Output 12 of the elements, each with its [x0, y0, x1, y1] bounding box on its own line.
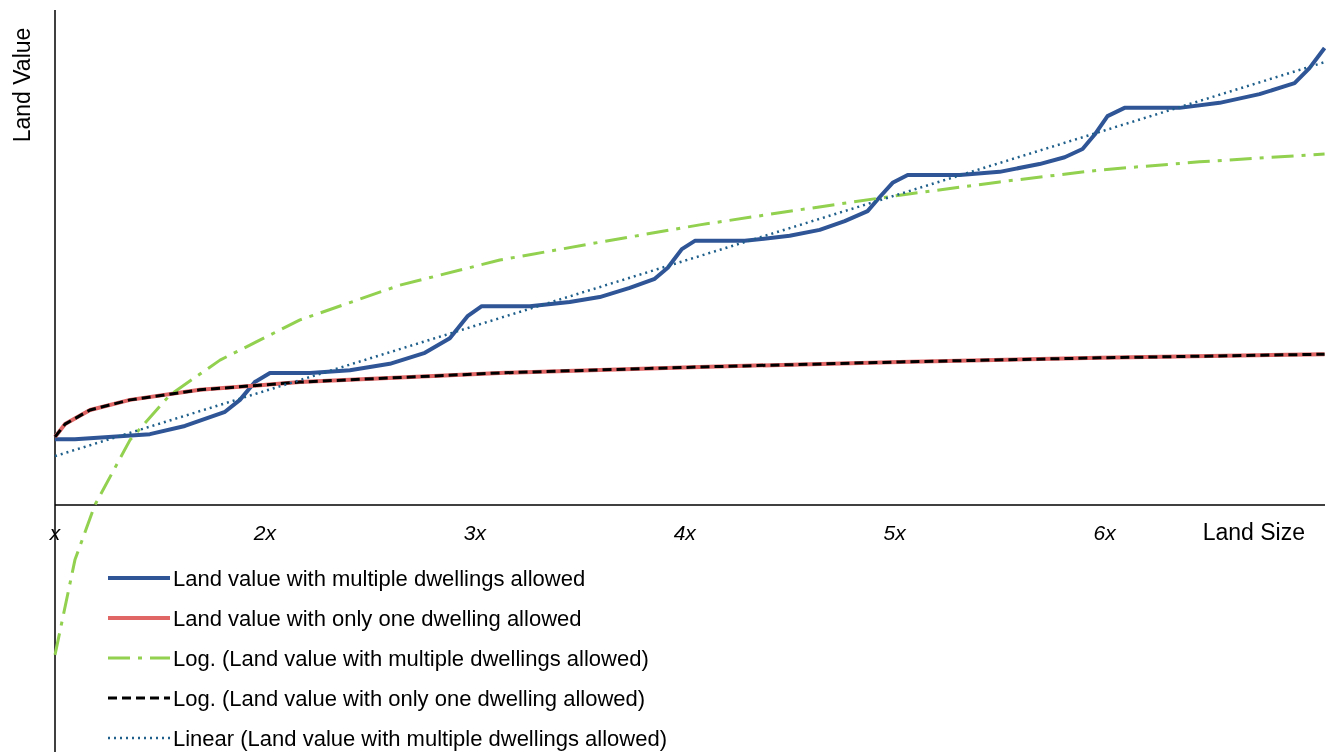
legend-label: Log. (Land value with multiple dwellings allowed) [173, 646, 649, 671]
x-tick-label: 4x [673, 521, 698, 544]
x-tick-label: 2x [252, 521, 278, 544]
x-tick-label: 3x [463, 521, 488, 544]
legend-label: Linear (Land value with multiple dwellings allowed) [173, 726, 668, 751]
x-tick-label: 5x [883, 521, 908, 544]
y-axis-title: Land Value [9, 27, 35, 143]
x-tick-label: 6x [1093, 521, 1118, 544]
legend-label: Log. (Land value with only one dwelling allowed) [173, 686, 646, 711]
x-axis-title: Land Size [1202, 519, 1305, 545]
legend-label: Land value with multiple dwellings allowed [173, 566, 586, 591]
legend-label: Land value with only one dwelling allowed [173, 606, 582, 631]
